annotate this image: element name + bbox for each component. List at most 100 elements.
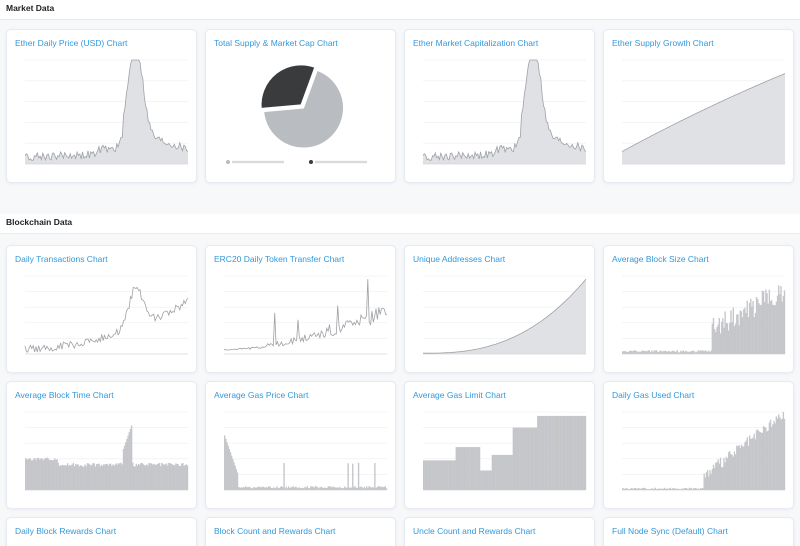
chart-title-link[interactable]: Average Block Time Chart <box>15 390 114 400</box>
chart-bar <box>507 454 510 490</box>
chart-bar <box>658 488 660 490</box>
chart-bar <box>473 447 475 490</box>
chart-bar <box>177 464 179 490</box>
chart-bar <box>743 309 745 354</box>
chart-bar <box>639 489 641 490</box>
chart-title-link[interactable]: Average Block Size Chart <box>612 254 709 264</box>
chart-title-link[interactable]: Ether Supply Growth Chart <box>612 38 714 48</box>
chart-bar <box>746 437 748 490</box>
chart-title-link[interactable]: Uncle Count and Rewards Chart <box>413 526 536 536</box>
chart-bar <box>686 351 688 354</box>
chart-bar <box>438 460 440 490</box>
chart-bar <box>731 322 733 354</box>
chart-area <box>423 279 586 354</box>
chart-bar <box>254 487 256 490</box>
chart-bar <box>755 296 758 354</box>
chart-bar <box>520 427 523 490</box>
chart-bar <box>453 460 455 490</box>
chart-title-link[interactable]: Daily Block Rewards Chart <box>15 526 117 536</box>
chart-title-link[interactable]: Total Supply & Market Cap Chart <box>214 38 338 48</box>
chart-bar <box>463 447 466 490</box>
chart-bar <box>44 458 47 490</box>
chart-title-link[interactable]: Full Node Sync (Default) Chart <box>612 526 728 536</box>
chart-bar <box>634 487 637 490</box>
chart-bar <box>496 454 498 490</box>
chart-title-link[interactable]: Daily Gas Used Chart <box>612 390 695 400</box>
chart-bar <box>93 463 96 490</box>
chart-bar <box>695 488 697 490</box>
chart-card: Daily Transactions Chart <box>6 245 197 373</box>
chart-bar <box>532 427 534 490</box>
chart-bar <box>477 447 480 490</box>
chart-bar <box>141 462 143 490</box>
chart-bar <box>779 417 781 490</box>
chart-bar <box>291 486 293 490</box>
chart-card: Ether Daily Price (USD) Chart <box>6 29 197 183</box>
chart-title-link[interactable]: Unique Addresses Chart <box>413 254 506 264</box>
chart-bar <box>505 454 508 490</box>
chart-bar <box>264 487 267 490</box>
chart-bar <box>737 314 739 354</box>
chart-bar <box>185 464 188 490</box>
chart-bar <box>176 463 178 490</box>
section-title: Blockchain Data <box>6 217 73 227</box>
chart-title-link[interactable]: ERC20 Daily Token Transfer Chart <box>214 254 345 264</box>
chart-bar <box>681 488 683 490</box>
chart-title-link[interactable]: Average Gas Limit Chart <box>413 390 506 400</box>
chart-bar <box>689 487 691 490</box>
chart-title-link[interactable]: Average Gas Price Chart <box>214 390 309 400</box>
chart-bar <box>519 427 521 490</box>
chart-bar <box>504 454 506 490</box>
chart-bar <box>314 486 317 490</box>
chart-bar <box>165 463 168 490</box>
chart-bar <box>783 290 786 354</box>
chart-bar <box>428 460 431 490</box>
chart-bar <box>525 427 527 490</box>
chart-bar <box>783 418 786 490</box>
chart-bar <box>662 350 665 354</box>
chart-bar <box>480 470 482 490</box>
chart-bar <box>743 446 745 490</box>
chart-bar <box>637 352 639 354</box>
chart-title-link[interactable]: Block Count and Rewards Chart <box>214 526 336 536</box>
chart-bar <box>482 470 484 490</box>
chart-bar <box>712 464 715 490</box>
legend-label-placeholder <box>232 160 284 164</box>
chart-bar <box>249 487 251 490</box>
chart-bar <box>133 466 135 490</box>
chart-bar <box>137 463 140 490</box>
chart-title-link[interactable]: Ether Market Capitalization Chart <box>413 38 539 48</box>
chart-bar <box>716 462 718 490</box>
chart-bar <box>703 473 705 490</box>
chart-bar <box>149 463 151 490</box>
chart-bar <box>57 462 59 490</box>
chart-bar <box>167 465 169 490</box>
chart-bar <box>503 454 505 490</box>
chart-title-link[interactable]: Daily Transactions Chart <box>15 254 108 264</box>
chart-bar <box>569 415 572 490</box>
chart-bar <box>628 489 631 490</box>
chart-bar <box>746 300 748 354</box>
chart-bar <box>771 427 773 490</box>
chart-bar <box>531 427 533 490</box>
chart-bar <box>146 464 148 490</box>
chart-bar <box>765 427 767 490</box>
chart-bar <box>86 463 89 490</box>
chart-bar <box>448 460 450 490</box>
chart-bar <box>283 462 285 490</box>
chart-bar <box>470 447 473 490</box>
chart-bar <box>342 487 345 490</box>
chart-bar <box>40 458 42 490</box>
chart-bar <box>153 463 155 490</box>
chart-bar <box>725 323 727 354</box>
chart-bar <box>455 447 457 490</box>
chart-bar <box>478 447 481 490</box>
chart-bar <box>646 351 648 354</box>
chart-bar <box>765 289 767 354</box>
chart-bar <box>674 351 676 354</box>
time-series-chart <box>25 411 189 491</box>
chart-title-link[interactable]: Ether Daily Price (USD) Chart <box>15 38 128 48</box>
chart-bar <box>134 466 136 490</box>
chart-bar <box>718 463 720 490</box>
chart-bar <box>506 454 509 490</box>
